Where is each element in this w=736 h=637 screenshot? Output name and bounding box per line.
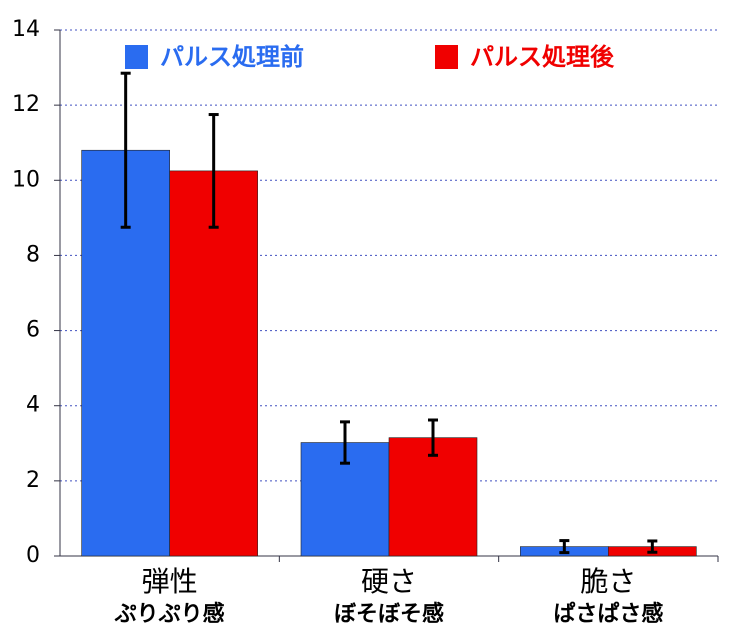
x-tick-label: 弾性 <box>142 565 198 598</box>
x-tick-label: 硬さ <box>361 565 417 598</box>
x-tick-sublabel: ぼそぼそ感 <box>334 601 444 627</box>
legend-swatch <box>125 45 148 69</box>
x-tick-label: 脆さ <box>580 565 636 598</box>
legend-label: パルス処理前 <box>160 43 304 71</box>
legend-label: パルス処理後 <box>470 43 615 71</box>
y-tick-label: 8 <box>26 242 40 267</box>
bar <box>388 437 478 557</box>
y-tick-label: 4 <box>26 393 40 418</box>
y-tick-label: 14 <box>12 17 40 42</box>
y-tick-label: 6 <box>26 318 40 343</box>
y-tick-label: 2 <box>26 468 40 493</box>
y-tick-label: 12 <box>12 92 40 117</box>
bar <box>169 170 258 557</box>
x-tick-sublabel: ぷりぷり感 <box>114 601 225 627</box>
y-tick-label: 0 <box>26 543 40 568</box>
y-tick-label: 10 <box>12 167 40 192</box>
x-tick-sublabel: ぱさぱさ感 <box>553 601 663 627</box>
legend-swatch <box>435 45 458 69</box>
